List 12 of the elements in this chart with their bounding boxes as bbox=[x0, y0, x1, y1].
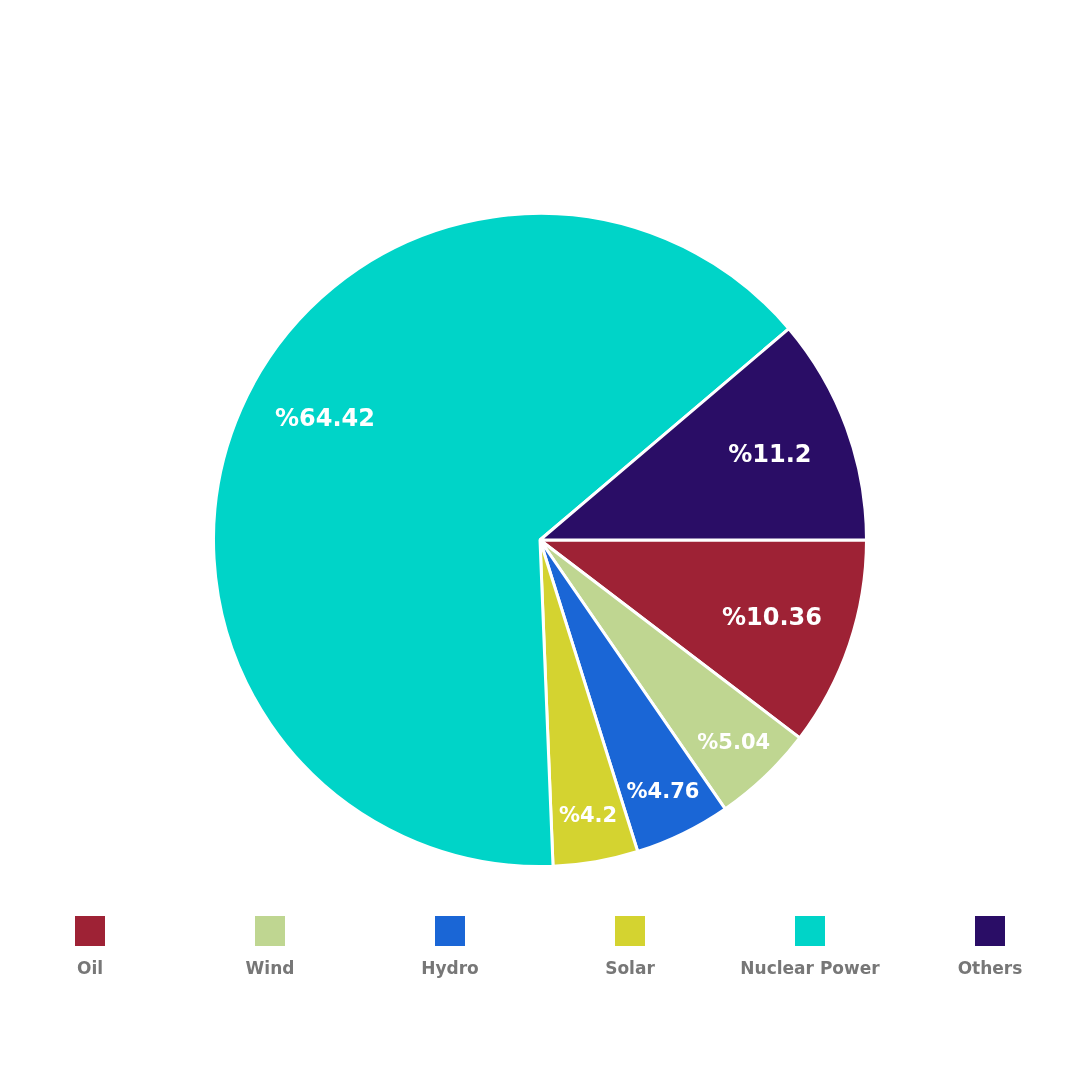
legend-label: Oil bbox=[76, 958, 104, 978]
data-label: %10.36 bbox=[722, 602, 822, 631]
data-label: %64.42 bbox=[274, 403, 375, 432]
data-label: %4.76 bbox=[626, 778, 700, 803]
legend-label: Others bbox=[957, 958, 1023, 978]
data-label: %11.2 bbox=[728, 439, 812, 468]
legend-label: Solar bbox=[605, 958, 655, 978]
data-label: %5.04 bbox=[697, 729, 771, 754]
legend-label: Wind bbox=[245, 958, 295, 978]
legend-label: Nuclear Power bbox=[740, 958, 880, 978]
data-label: %4.2 bbox=[558, 803, 618, 828]
legend-label: Hydro bbox=[421, 958, 479, 978]
